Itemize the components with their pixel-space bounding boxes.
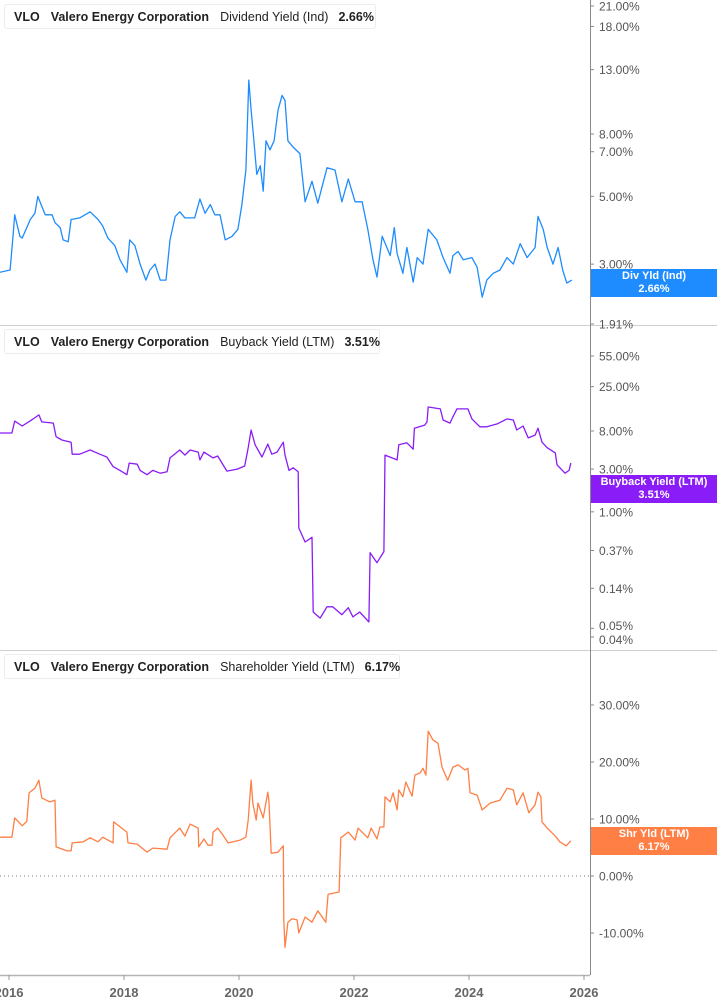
ticker-label: VLO [14,9,40,24]
y-tick-label: 3.00% [599,463,633,477]
last-value-tag-buyback: Buyback Yield (LTM) 3.51% [591,475,717,503]
y-tick-label: 1.00% [599,505,633,519]
company-name: Valero Energy Corporation [50,334,210,349]
y-tick-label: 8.00% [599,128,633,142]
x-tick-label: 2026 [570,985,599,1000]
y-tick-label: 0.37% [599,544,633,558]
metric-name: Dividend Yield (Ind) [220,9,329,24]
last-value-tag-dividend: Div Yld (Ind) 2.66% [591,269,717,297]
y-tick-label: 30.00% [599,699,640,713]
x-tick-label: 2020 [225,985,254,1000]
y-tick-label: 5.00% [599,190,633,204]
tag-value: 6.17% [638,841,670,853]
panel-header-shareholder-yield: VLO Valero Energy Corporation Shareholde… [4,654,400,679]
x-tick-label: 2024 [455,985,485,1000]
y-tick-label: 3.00% [599,258,633,272]
y-tick-label: 0.04% [599,633,633,647]
y-tick-label: 55.00% [599,350,640,364]
y-tick-label: 0.00% [599,870,633,884]
tag-label: Shr Yld (LTM) [618,828,690,840]
y-tick-label: -10.00% [599,927,644,941]
y-tick-label: 20.00% [599,756,640,770]
y-tick-label: 25.00% [599,380,640,394]
x-tick-label: 2016 [0,985,23,1000]
ticker-label: VLO [14,334,40,349]
y-tick-label: 21.00% [599,0,640,14]
y-tick-label: 1.91% [599,318,633,332]
tag-value: 2.66% [638,283,670,295]
tag-label: Div Yld (Ind) [622,270,686,282]
metric-value: 6.17% [364,659,401,674]
y-tick-label: 0.14% [599,582,633,596]
ticker-label: VLO [14,659,40,674]
y-tick-label: 8.00% [599,424,633,438]
metric-name: Shareholder Yield (LTM) [220,659,355,674]
x-tick-label: 2022 [340,985,369,1000]
metric-name: Buyback Yield (LTM) [220,334,335,349]
panel-header-dividend-yield: VLO Valero Energy Corporation Dividend Y… [4,4,376,29]
y-tick-label: 10.00% [599,813,640,827]
tag-label: Buyback Yield (LTM) [600,476,708,488]
y-tick-label: 0.05% [599,619,633,633]
y-tick-label: 7.00% [599,145,633,159]
last-value-tag-shareholder: Shr Yld (LTM) 6.17% [591,827,717,855]
metric-value: 2.66% [338,9,374,24]
company-name: Valero Energy Corporation [50,659,210,674]
metric-value: 3.51% [344,334,380,349]
series-line-div-yld-ind [0,79,573,298]
y-tick-label: 18.00% [599,20,640,34]
series-line-shr-yld-ltm [0,730,572,948]
y-tick-label: 13.00% [599,63,640,77]
x-tick-label: 2018 [110,985,139,1000]
tag-value: 3.51% [638,489,670,501]
company-name: Valero Energy Corporation [50,9,210,24]
panel-header-buyback-yield: VLO Valero Energy Corporation Buyback Yi… [4,329,380,354]
series-line-buyback-yield-ltm [0,406,572,623]
